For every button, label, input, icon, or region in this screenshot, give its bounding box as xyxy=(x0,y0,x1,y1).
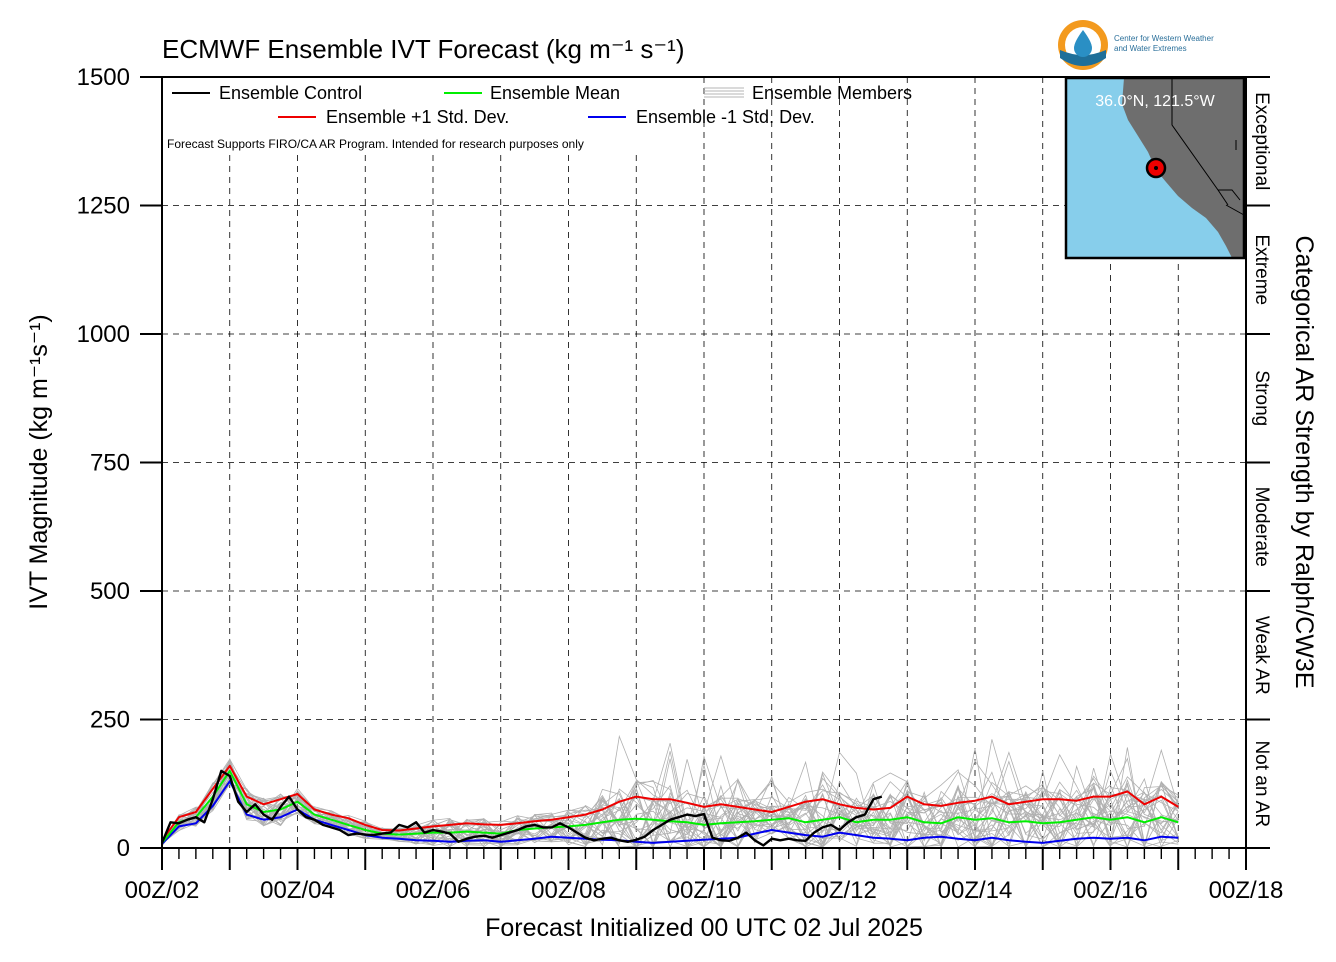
y-tick-label: 1500 xyxy=(77,64,130,91)
legend-entry-members: Ensemble Members xyxy=(752,83,912,103)
x-axis: 00Z/02 00Z/04 00Z/06 00Z/08 00Z/10 00Z/12 00Z/… xyxy=(125,847,1284,904)
series xyxy=(160,764,1179,847)
legend-entry-plus-std: Ensemble +1 Std. Dev. xyxy=(326,107,509,127)
legend-swatch-members xyxy=(704,87,744,98)
logo-text-line2: and Water Extremes xyxy=(1114,44,1187,53)
y-tick-label: 1250 xyxy=(77,193,130,220)
y-tick-label: 250 xyxy=(90,707,130,734)
x-tick-label: 00Z/04 xyxy=(260,877,335,904)
y-axis-label: IVT Magnitude (kg m⁻¹s⁻¹) xyxy=(25,314,53,609)
location-coordinates: 36.0°N, 121.5°W xyxy=(1095,93,1215,110)
logo-text-line1: Center for Western Weather xyxy=(1114,34,1214,43)
x-tick-label: 00Z/14 xyxy=(938,877,1013,904)
y-tick-label: 1000 xyxy=(77,321,130,348)
series-line-plus-std xyxy=(161,764,1179,841)
x-tick-label: 00Z/18 xyxy=(1209,877,1284,904)
y-tick-label: 0 xyxy=(117,835,130,862)
series-line-control xyxy=(160,769,883,847)
ar-category-label: Moderate xyxy=(1251,487,1272,567)
ensemble-member-line xyxy=(161,751,1179,844)
location-map-inset: 36.0°N, 121.5°W xyxy=(1064,76,1246,260)
x-tick-label: 00Z/06 xyxy=(396,877,471,904)
ar-category-label: Extreme xyxy=(1251,234,1272,305)
chart-title: ECMWF Ensemble IVT Forecast (kg m⁻¹ s⁻¹) xyxy=(162,34,684,64)
map-land xyxy=(1122,78,1244,258)
y-axis: 0 250 500 750 1000 1250 1500 xyxy=(77,64,163,862)
series-line-mean xyxy=(161,769,1179,844)
ar-category-axis: Not an AR Weak AR Moderate Strong Extreme Exc… xyxy=(1245,76,1272,849)
ar-category-label: Weak AR xyxy=(1251,616,1272,695)
x-tick-label: 00Z/08 xyxy=(531,877,606,904)
ensemble-member-line xyxy=(161,761,1179,849)
ar-category-label: Not an AR xyxy=(1251,740,1272,827)
legend-entry-control: Ensemble Control xyxy=(219,83,362,103)
legend: Ensemble Control Ensemble Mean Ensemble … xyxy=(172,83,912,127)
x-tick-label: 00Z/12 xyxy=(802,877,877,904)
x-tick-label: 00Z/16 xyxy=(1073,877,1148,904)
location-marker-center xyxy=(1154,166,1158,170)
ensemble-member-line xyxy=(161,752,1179,848)
right-axis-label: Categorical AR Strength by Ralph/CW3E xyxy=(1290,236,1318,689)
legend-entry-mean: Ensemble Mean xyxy=(490,83,620,103)
map-border xyxy=(1064,76,1246,260)
ar-category-label: Exceptional xyxy=(1251,92,1272,190)
ar-category-label: Strong xyxy=(1251,370,1272,426)
x-axis-label: Forecast Initialized 00 UTC 02 Jul 2025 xyxy=(485,914,923,942)
map-state-borders xyxy=(1171,78,1245,216)
ensemble-member-line xyxy=(161,762,1179,848)
x-tick-label: 00Z/02 xyxy=(125,877,200,904)
x-tick-label: 00Z/10 xyxy=(667,877,742,904)
grid xyxy=(162,77,1246,848)
y-tick-label: 500 xyxy=(90,578,130,605)
y-tick-label: 750 xyxy=(90,450,130,477)
cw3e-logo: Center for Western Weather and Water Ext… xyxy=(1058,20,1214,70)
series-line-minus-std xyxy=(161,780,1179,845)
disclaimer-note: Forecast Supports FIRO/CA AR Program. In… xyxy=(167,137,584,151)
ensemble-members xyxy=(161,734,1179,849)
legend-entry-minus-std: Ensemble -1 Std. Dev. xyxy=(636,107,815,127)
